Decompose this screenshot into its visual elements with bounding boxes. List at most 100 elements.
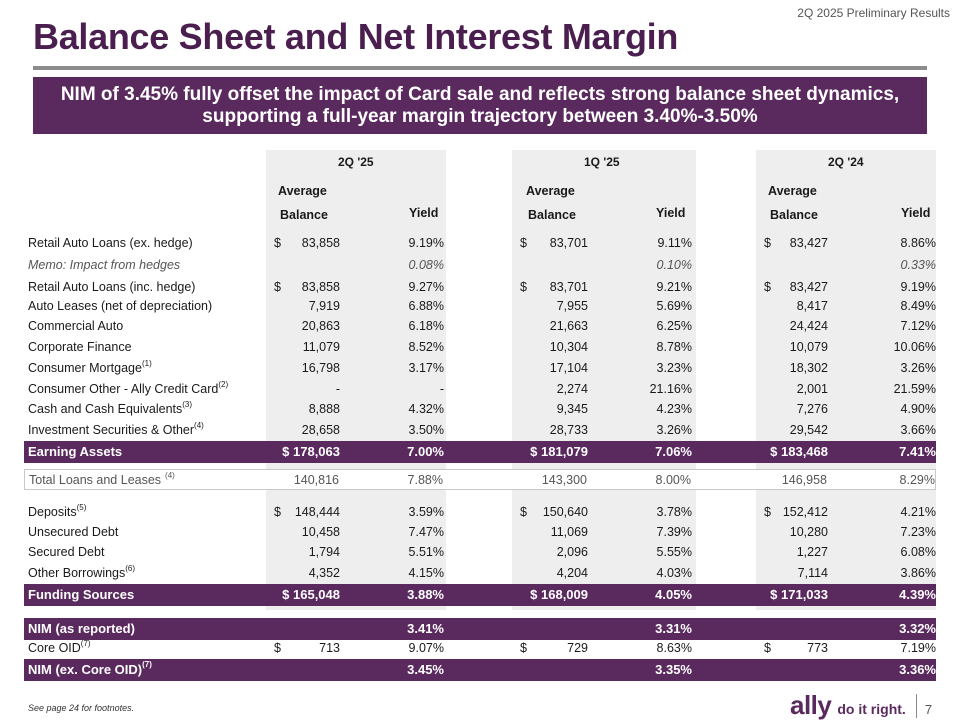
row-label-text: Unsecured Debt — [28, 525, 119, 539]
yield-value: 3.41% — [407, 621, 444, 636]
yield-value: 3.86% — [900, 566, 936, 580]
currency-symbol: $ — [520, 280, 527, 294]
average-balance-value: 83,858 — [301, 280, 340, 294]
average-balance-value: 20,863 — [301, 319, 340, 333]
yield-value: 8.63% — [656, 641, 692, 655]
average-balance-value: 24,424 — [789, 319, 828, 333]
average-balance-value: 8,417 — [796, 299, 828, 313]
row-label: NIM (as reported) — [28, 618, 135, 640]
row-nim-reported: NIM (as reported) 3.41% 3.31% 3.32% — [24, 618, 936, 640]
row-label: Total Loans and Leases (4) — [29, 470, 175, 491]
yield-value: 8.86% — [900, 236, 936, 250]
yield-value: 4.39% — [899, 587, 936, 602]
currency-symbol: $ — [520, 505, 527, 519]
average-balance-value: $ 181,079 — [530, 444, 588, 459]
yield-value: 8.00% — [655, 473, 691, 487]
yield-value: 9.07% — [408, 641, 444, 655]
yield-value: 3.23% — [656, 361, 692, 375]
average-balance-value: 83,701 — [549, 236, 588, 250]
yield-value: 3.88% — [407, 587, 444, 602]
row-retail-auto-ex-hedge: Retail Auto Loans (ex. hedge) $83,858 9.19… — [24, 233, 936, 254]
footnote: See page 24 for footnotes. — [28, 703, 135, 713]
row-label-text: NIM (ex. Core OID) — [28, 662, 143, 677]
row-label-text: Investment Securities & Other — [28, 423, 195, 437]
yield-value: 6.18% — [408, 319, 444, 333]
row-label-text: Deposits — [28, 505, 77, 519]
currency-symbol: $ — [274, 280, 281, 294]
shade-1q25 — [512, 150, 696, 610]
average-balance-value: - — [335, 382, 340, 396]
col-yield-1q25: Yield — [656, 206, 686, 220]
group-header-2q25: 2Q '25 — [338, 155, 374, 169]
row-label-text: Corporate Finance — [28, 340, 132, 354]
row-total-loans-leases: Total Loans and Leases (4) 140,816 7.88% 143… — [24, 469, 936, 490]
currency-symbol: $ — [764, 236, 771, 250]
average-balance-value: 1,794 — [308, 545, 340, 559]
row-commercial-auto: Commercial Auto 20,863 6.18% 21,663 6.25% 24,… — [24, 316, 936, 337]
average-balance-value: 2,274 — [556, 382, 588, 396]
row-label: Other Borrowings(6) — [28, 563, 135, 584]
row-core-oid: Core OID(7) $713 9.07% $729 8.63% $773 7.19% — [24, 638, 936, 659]
currency-symbol: $ — [274, 505, 281, 519]
row-earning-assets: Earning Assets $ 178,063 7.00% $ 181,079 7.0… — [24, 441, 936, 463]
yield-value: 5.69% — [656, 299, 692, 313]
row-label: Retail Auto Loans (inc. hedge) — [28, 277, 195, 298]
row-label: Consumer Mortgage(1) — [28, 358, 152, 379]
yield-value: 0.10% — [656, 258, 692, 272]
footnote-ref: (5) — [76, 503, 87, 512]
yield-value: 4.15% — [408, 566, 444, 580]
average-balance-value: 83,427 — [789, 236, 828, 250]
row-label: NIM (ex. Core OID)(7) — [28, 659, 152, 681]
logo-separator — [915, 693, 917, 718]
row-label: Core OID(7) — [28, 638, 91, 659]
average-balance-value: 17,104 — [549, 361, 588, 375]
row-memo-hedges: Memo: Impact from hedges 0.08% 0.10% 0.33% — [24, 255, 936, 276]
row-label-text: Total Loans and Leases — [29, 473, 162, 487]
row-corporate-finance: Corporate Finance 11,079 8.52% 10,304 8.78% 1… — [24, 337, 936, 358]
group-header-1q25: 1Q '25 — [584, 155, 620, 169]
yield-value: 3.50% — [408, 423, 444, 437]
average-balance-value: 7,114 — [797, 566, 828, 580]
currency-symbol: $ — [274, 236, 281, 250]
average-balance-value: 146,958 — [781, 473, 827, 487]
average-balance-value: 8,888 — [308, 402, 340, 416]
yield-value: 4.90% — [900, 402, 936, 416]
footnote-ref: (2) — [218, 380, 229, 389]
row-label: Secured Debt — [28, 542, 104, 563]
average-balance-value: 7,919 — [308, 299, 340, 313]
group-header-2q24: 2Q '24 — [828, 155, 864, 169]
yield-value: 7.23% — [900, 525, 936, 539]
currency-symbol: $ — [764, 641, 771, 655]
yield-value: 7.06% — [655, 444, 692, 459]
footnote-ref: (1) — [141, 359, 152, 368]
average-balance-value: 4,352 — [308, 566, 340, 580]
yield-value: 7.39% — [656, 525, 692, 539]
average-balance-value: 21,663 — [549, 319, 588, 333]
col-avg-bottom-2q25: Balance — [280, 208, 328, 222]
yield-value: 7.88% — [407, 473, 443, 487]
row-other-borrowings: Other Borrowings(6) 4,352 4.15% 4,204 4.03% 7… — [24, 563, 936, 584]
row-label-text: Consumer Mortgage — [28, 361, 142, 375]
average-balance-value: 152,412 — [782, 505, 828, 519]
row-nim-ex-core-oid: NIM (ex. Core OID)(7) 3.45% 3.35% 3.36% — [24, 659, 936, 681]
row-investment-securities: Investment Securities & Other(4) 28,658 3.… — [24, 420, 936, 441]
yield-value: 8.52% — [408, 340, 444, 354]
yield-value: 9.21% — [656, 280, 692, 294]
ally-logo: ally do it right. 7 — [790, 690, 932, 720]
average-balance-value: 16,798 — [301, 361, 340, 375]
col-avg-bottom-2q24: Balance — [770, 208, 818, 222]
yield-value: 3.36% — [899, 662, 936, 677]
yield-value: 5.51% — [408, 545, 444, 559]
average-balance-value: 4,204 — [556, 566, 588, 580]
average-balance-value: 2,001 — [796, 382, 828, 396]
yield-value: 6.88% — [408, 299, 444, 313]
average-balance-value: $ 165,048 — [282, 587, 340, 602]
yield-value: 6.25% — [656, 319, 692, 333]
report-tag: 2Q 2025 Preliminary Results — [797, 6, 950, 20]
row-label: Commercial Auto — [28, 316, 123, 337]
page-number: 7 — [924, 702, 933, 717]
footnote-ref: (7) — [80, 639, 91, 648]
shade-2q25 — [266, 150, 446, 610]
row-deposits: Deposits(5) $148,444 3.59% $150,640 3.78% $15… — [24, 502, 936, 523]
average-balance-value: 148,444 — [294, 505, 340, 519]
